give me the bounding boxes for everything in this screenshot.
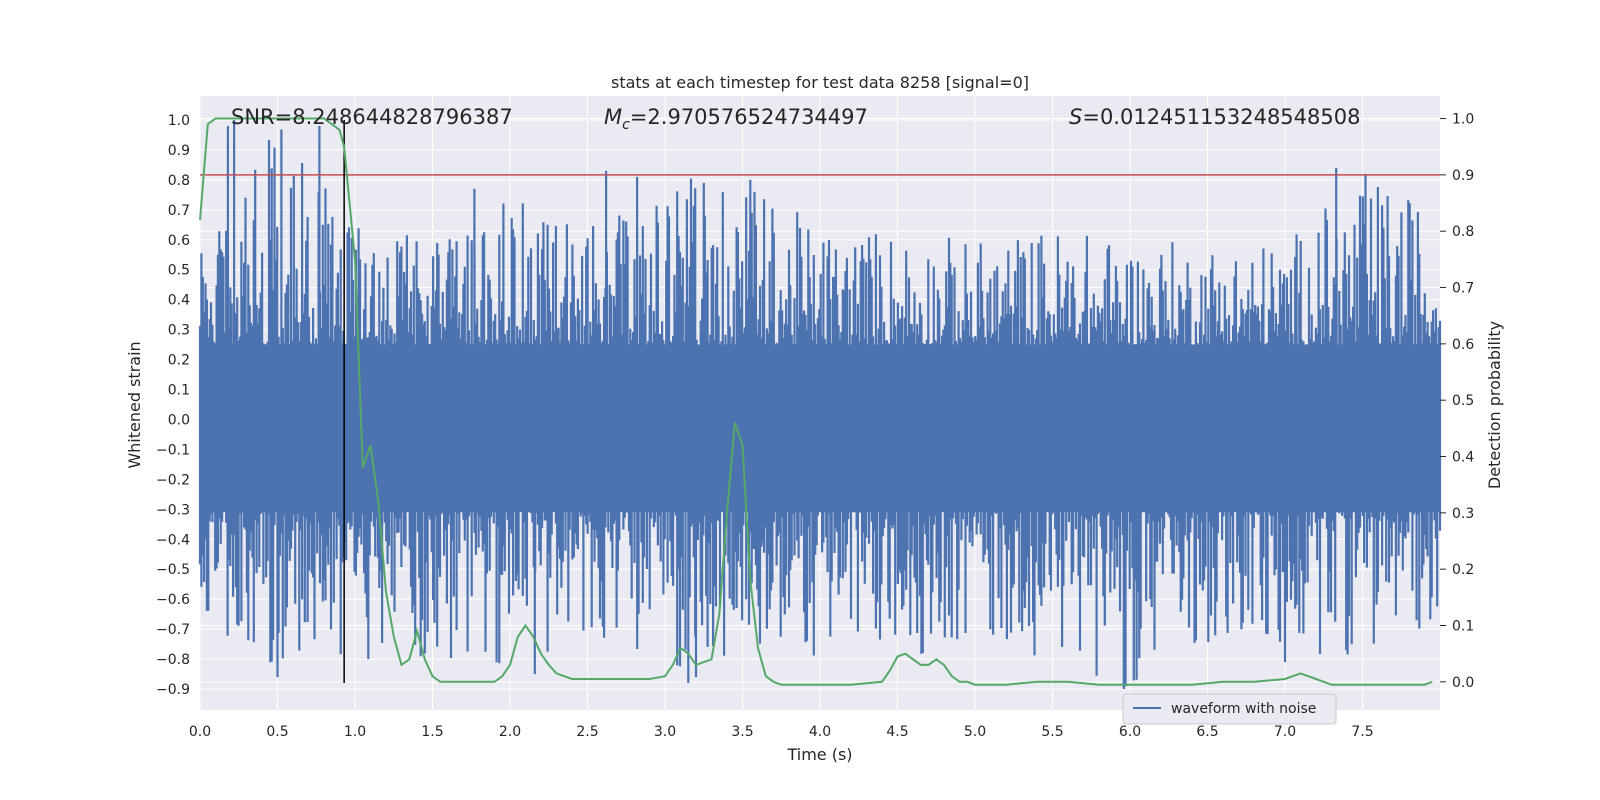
x-tick-label: 7.0 [1274, 724, 1296, 740]
x-tick-label: 6.0 [1119, 724, 1141, 740]
left-y-axis-ticks: −0.9 −0.8 −0.7 −0.6 −0.5 −0.4 −0.3 −0.2 −0.1 0.0 0… [156, 113, 190, 698]
right-y-axis-label: Detection probability [1485, 321, 1504, 489]
x-tick-label: 1.0 [344, 724, 366, 740]
left-y-tick-label: −0.5 [156, 562, 190, 578]
left-y-tick-label: −0.3 [156, 502, 190, 518]
right-y-tick-label: 1.0 [1452, 112, 1474, 128]
s-annotation: S=0.012451153248548508 [1069, 105, 1360, 129]
right-y-tick-label: 0.1 [1452, 619, 1474, 635]
x-tick-label: 0.0 [189, 724, 211, 740]
x-tick-label: 5.5 [1041, 724, 1063, 740]
left-y-tick-label: 0.8 [168, 173, 190, 189]
x-tick-label: 2.5 [576, 724, 598, 740]
right-y-tick-label: 0.4 [1452, 450, 1474, 466]
left-y-tick-label: −0.2 [156, 472, 190, 488]
s-symbol: S [1069, 105, 1082, 129]
legend-box [1122, 693, 1337, 725]
right-y-tick-label: 0.6 [1452, 337, 1474, 353]
left-y-tick-label: 0.5 [168, 263, 190, 279]
left-y-tick-label: 0.6 [168, 233, 190, 249]
s-value: =0.012451153248548508 [1082, 105, 1360, 129]
right-y-axis-ticks: 0.0 0.1 0.2 0.3 0.4 0.5 0.6 0.7 0.8 0.9 1.0 [1440, 112, 1474, 691]
left-y-tick-label: −0.9 [156, 682, 190, 698]
left-y-tick-label: 0.9 [168, 143, 190, 159]
probability-series [199, 117, 1433, 686]
chirp-mass-subscript: c [622, 117, 630, 133]
left-y-tick-label: 0.1 [168, 383, 190, 399]
left-y-tick-label: −0.7 [156, 622, 190, 638]
x-tick-label: 6.5 [1196, 724, 1218, 740]
left-y-tick-label: 0.0 [168, 412, 190, 428]
x-tick-label: 5.0 [964, 724, 986, 740]
legend: waveform with noise [1122, 693, 1337, 725]
x-tick-label: 2.0 [499, 724, 521, 740]
waveform-series [198, 120, 1442, 689]
chart-title: stats at each timestep for test data 825… [611, 73, 1029, 92]
x-tick-label: 0.5 [266, 724, 288, 740]
left-y-tick-label: 0.2 [168, 353, 190, 369]
left-y-tick-label: 1.0 [168, 113, 190, 129]
left-y-axis-label: Whitened strain [125, 341, 144, 468]
snr-annotation: SNR=8.248644828796387 [231, 105, 513, 129]
x-tick-label: 3.5 [731, 724, 753, 740]
right-y-tick-label: 0.8 [1452, 224, 1474, 240]
x-tick-label: 4.0 [809, 724, 831, 740]
right-y-tick-label: 0.2 [1452, 562, 1474, 578]
right-y-tick-label: 0.0 [1452, 675, 1474, 691]
right-y-tick-label: 0.3 [1452, 506, 1474, 522]
left-y-tick-label: −0.8 [156, 652, 190, 668]
right-y-tick-label: 0.5 [1452, 393, 1474, 409]
x-axis-ticks: 0.0 0.5 1.0 1.5 2.0 2.5 3.0 3.5 4.0 4.5 5.0 5.5 6.0 6… [189, 724, 1374, 740]
right-y-tick-label: 0.9 [1452, 168, 1474, 184]
right-y-tick-label: 0.7 [1452, 281, 1474, 297]
x-tick-label: 4.5 [886, 724, 908, 740]
x-axis-label: Time (s) [786, 745, 852, 764]
left-y-tick-label: −0.1 [156, 442, 190, 458]
left-y-tick-label: 0.7 [168, 203, 190, 219]
x-tick-label: 3.0 [654, 724, 676, 740]
waveform-trace [198, 120, 1442, 689]
left-y-tick-label: 0.4 [168, 293, 190, 309]
left-y-tick-label: 0.3 [168, 323, 190, 339]
chirp-mass-symbol: M [604, 105, 622, 129]
x-tick-label: 7.5 [1351, 724, 1373, 740]
left-y-tick-label: −0.6 [156, 592, 190, 608]
chirp-mass-annotation: Mc=2.970576524734497 [604, 105, 868, 133]
x-tick-label: 1.5 [421, 724, 443, 740]
left-y-tick-label: −0.4 [156, 532, 190, 548]
legend-label: waveform with noise [1171, 701, 1316, 717]
chirp-mass-value: =2.970576524734497 [630, 105, 868, 129]
